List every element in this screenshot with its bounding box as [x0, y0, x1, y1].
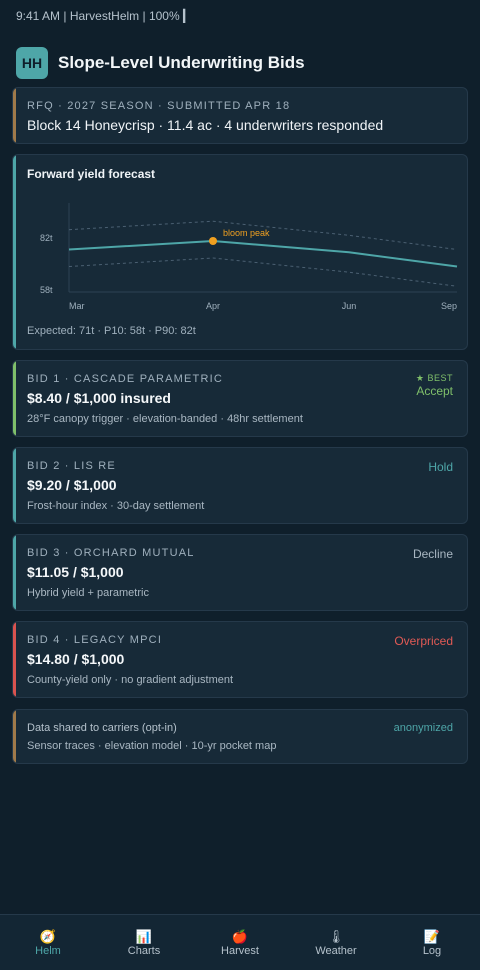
status-text: 9:41 AM | HarvestHelm | 100% ▎: [16, 9, 193, 23]
data-share-details: Sensor traces · elevation model · 10-yr …: [27, 740, 277, 752]
tab-bar: 🧭 Helm 📊 Charts 🍎 Harvest 🌡 Weather 📝 Log: [0, 914, 480, 970]
x-tick-label: Apr: [206, 301, 220, 311]
bid-card[interactable]: BID 3 · ORCHARD MUTUAL $11.05 / $1,000 Dec…: [12, 534, 468, 611]
bid-card[interactable]: BID 4 · LEGACY MPCI $14.80 / $1,000 Overpr…: [12, 621, 468, 698]
tab-label: Log: [422, 944, 442, 957]
bid-action-decline[interactable]: Decline: [413, 547, 453, 561]
bid-action-label: Decline: [412, 547, 453, 561]
bid-action-label: Overpriced: [394, 634, 453, 648]
forecast-card: Forward yield forecast 82t 58t Mar Apr Jun Se…: [12, 154, 468, 350]
bid-action-overpriced[interactable]: Overpriced: [394, 634, 453, 648]
bid-eyebrow: BID 1 · CASCADE PARAMETRIC: [27, 373, 224, 385]
bid-eyebrow: BID 4 · LEGACY MPCI: [27, 634, 163, 646]
series-line-p90: [68, 220, 458, 250]
y-tick-label: 58t: [40, 285, 53, 295]
tab-label: Helm: [35, 944, 61, 957]
series-line-expected: [68, 239, 458, 268]
x-tick-label: Mar: [69, 301, 85, 311]
bid-desc: County-yield only · no gradient adjustme…: [27, 674, 234, 686]
bloom-peak-label: bloom peak: [223, 228, 270, 238]
tab-weather[interactable]: 🌡 Weather: [288, 915, 384, 970]
bid-action-label: Hold: [428, 460, 453, 474]
rfq-card: RFQ · 2027 SEASON · SUBMITTED APR 18 Blo…: [12, 87, 468, 144]
bid-eyebrow: BID 3 · ORCHARD MUTUAL: [27, 547, 195, 559]
bid-price: $8.40 / $1,000 insured: [27, 390, 171, 406]
x-tick-label: Jun: [342, 301, 357, 311]
bid-desc: Frost-hour index · 30-day settlement: [27, 500, 205, 512]
rfq-summary: Block 14 Honeycrisp · 11.4 ac · 4 underw…: [27, 117, 384, 133]
thermometer-icon: 🌡: [327, 928, 345, 944]
bid-eyebrow: BID 2 · LIS RE: [27, 460, 116, 472]
tab-charts[interactable]: 📊 Charts: [96, 915, 192, 970]
bid-price: $11.05 / $1,000: [27, 564, 124, 580]
status-bar: 9:41 AM | HarvestHelm | 100% ▎: [0, 0, 480, 32]
yield-chart: 82t 58t Mar Apr Jun Sep bloom peak: [40, 203, 458, 311]
tab-harvest[interactable]: 🍎 Harvest: [192, 915, 288, 970]
bid-card[interactable]: BID 2 · LIS RE $9.20 / $1,000 Hold Frost-ho…: [12, 447, 468, 524]
bid-price: $14.80 / $1,000: [27, 651, 125, 667]
bid-price: $9.20 / $1,000: [27, 477, 117, 493]
tab-label: Weather: [315, 944, 357, 957]
y-tick-label: 82t: [40, 233, 53, 243]
data-share-title: Data shared to carriers (opt-in): [27, 722, 177, 734]
bid-action-accept[interactable]: ★ BEST Accept: [416, 373, 453, 398]
bid-desc: 28°F canopy trigger · elevation-banded ·…: [27, 413, 303, 425]
tab-log[interactable]: 📝 Log: [384, 915, 480, 970]
tab-label: Harvest: [221, 944, 259, 957]
apple-icon: 🍎: [231, 928, 249, 944]
app-header: HH Slope-Level Underwriting Bids: [0, 32, 480, 84]
series-line-p10: [68, 257, 458, 287]
best-badge: ★ BEST: [415, 373, 453, 383]
anonymized-badge: anonymized: [393, 722, 453, 734]
app-logo: HH: [16, 47, 48, 79]
compass-icon: 🧭: [39, 928, 57, 944]
bid-action-hold[interactable]: Hold: [428, 460, 453, 474]
rfq-eyebrow: RFQ · 2027 SEASON · SUBMITTED APR 18: [27, 100, 291, 112]
chart-footer: Expected: 71t · P10: 58t · P90: 82t: [27, 325, 196, 337]
page-title: Slope-Level Underwriting Bids: [58, 53, 305, 72]
tab-label: Charts: [127, 944, 161, 957]
tab-helm[interactable]: 🧭 Helm: [0, 915, 96, 970]
x-tick-label: Sep: [441, 301, 457, 311]
bar-chart-icon: 📊: [135, 928, 153, 944]
bid-card[interactable]: BID 1 · CASCADE PARAMETRIC $8.40 / $1,000…: [12, 360, 468, 437]
data-share-card[interactable]: Data shared to carriers (opt-in) anonymi…: [12, 709, 468, 764]
chart-title: Forward yield forecast: [27, 167, 156, 181]
bid-desc: Hybrid yield + parametric: [27, 587, 149, 599]
bloom-peak-marker: [209, 237, 217, 245]
memo-icon: 📝: [423, 928, 441, 944]
bid-action-label: Accept: [416, 384, 453, 398]
